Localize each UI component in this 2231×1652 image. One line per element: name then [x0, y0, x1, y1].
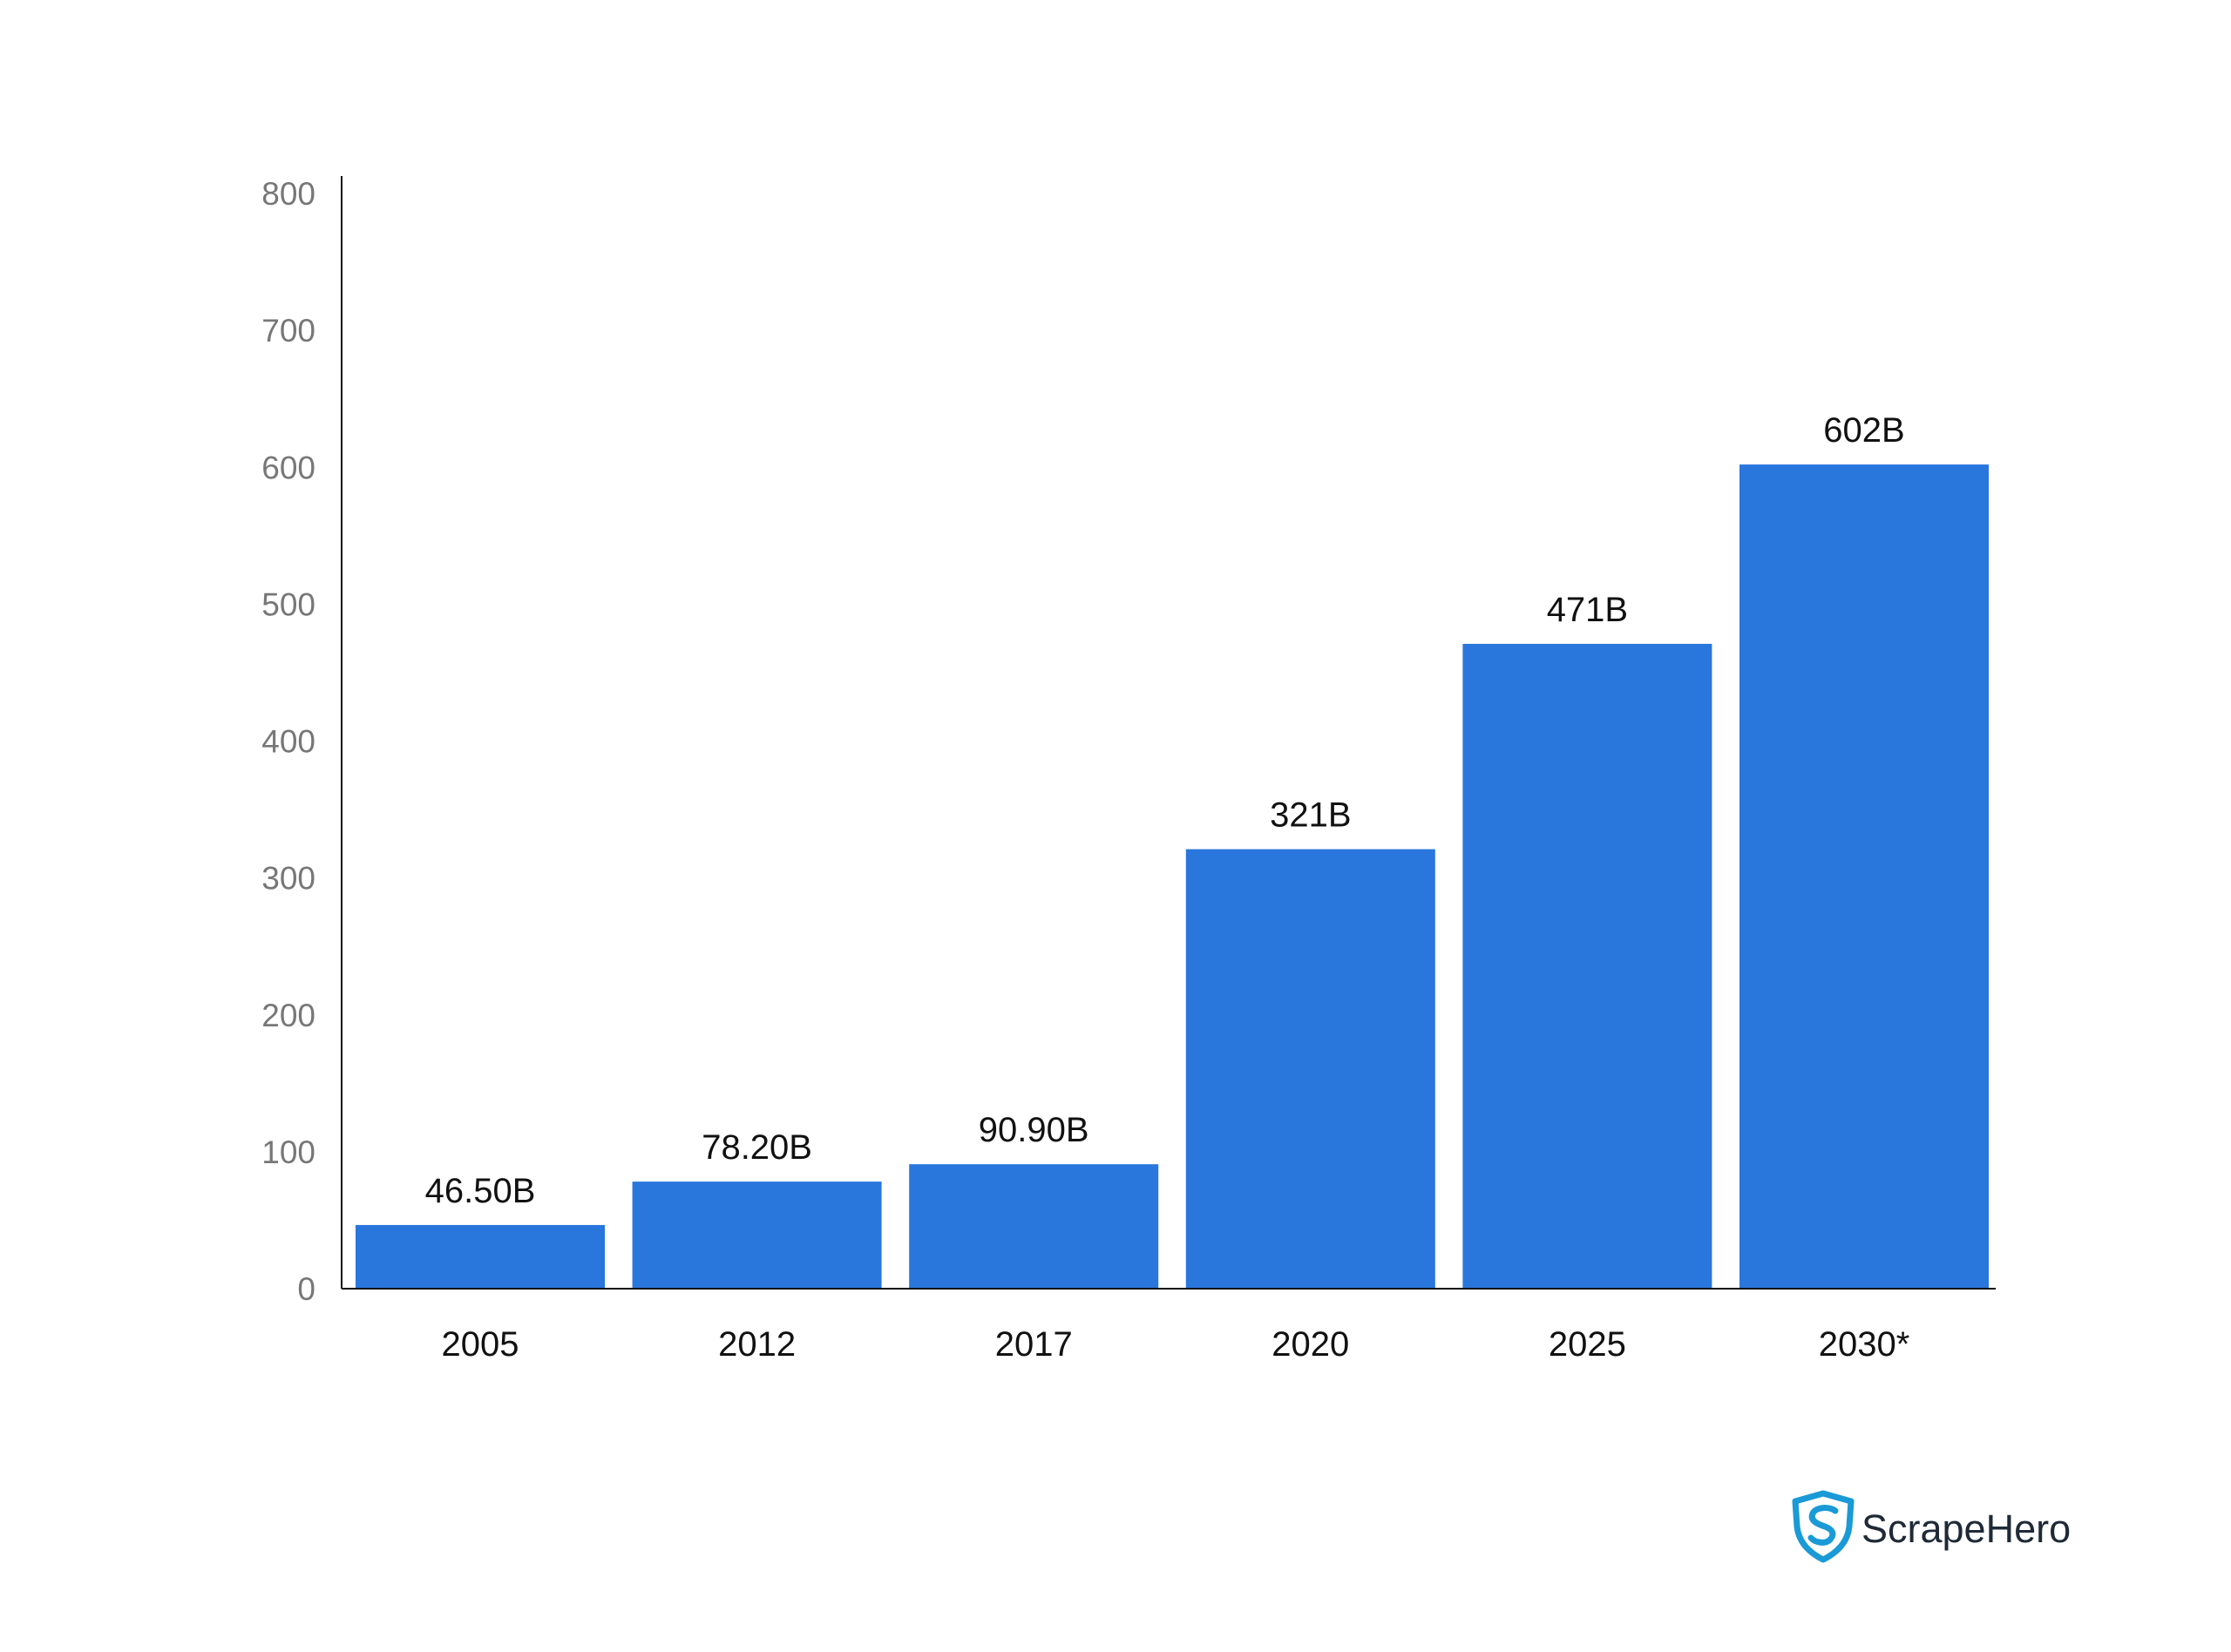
y-tick-label: 400: [261, 724, 315, 760]
y-tick-label: 100: [261, 1134, 315, 1170]
bars: [356, 464, 1989, 1289]
x-tick-label: 2017: [995, 1325, 1073, 1364]
y-tick-label: 700: [261, 313, 315, 349]
y-tick-label: 600: [261, 450, 315, 485]
data-label: 78.20B: [702, 1128, 812, 1167]
data-label: 321B: [1270, 796, 1351, 835]
data-label: 471B: [1547, 591, 1628, 629]
y-tick-label: 0: [297, 1271, 315, 1307]
bar-2030*: [1739, 464, 1989, 1289]
data-label: 90.90B: [979, 1111, 1089, 1149]
y-tick-label: 200: [261, 998, 315, 1033]
logo-wordmark: ScrapeHero: [1861, 1506, 2071, 1551]
scrapehero-logo: ScrapeHero: [1792, 1490, 2071, 1563]
x-tick-label: 2005: [442, 1325, 519, 1364]
bar-2005: [356, 1224, 605, 1289]
bar-2025: [1462, 643, 1712, 1289]
data-labels: 46.50B 78.20B 90.90B 321B 471B 602B: [425, 411, 1905, 1210]
data-label: 602B: [1823, 411, 1904, 450]
y-tick-label: 800: [261, 176, 315, 212]
y-tick-label: 500: [261, 586, 315, 622]
bar-2020: [1185, 849, 1435, 1289]
shield-icon: [1792, 1490, 1855, 1563]
x-tick-label: 2025: [1549, 1325, 1626, 1364]
x-tick-label: 2020: [1271, 1325, 1349, 1364]
x-tick-label: 2012: [718, 1325, 796, 1364]
y-axis-ticks: 0 100 200 300 400 500 600 700 800: [261, 176, 315, 1307]
x-axis-ticks: 2005 2012 2017 2020 2025 2030*: [442, 1325, 1910, 1364]
x-tick-label: 2030*: [1819, 1325, 1910, 1364]
bar-2017: [909, 1164, 1159, 1289]
data-label: 46.50B: [425, 1172, 536, 1210]
bar-2012: [632, 1181, 882, 1289]
y-tick-label: 300: [261, 861, 315, 897]
